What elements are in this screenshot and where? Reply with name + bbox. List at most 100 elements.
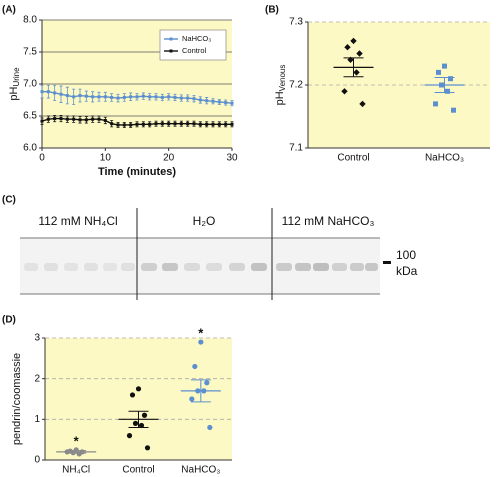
point [103,118,107,122]
y-tick-label: 2 [34,373,40,384]
panel-label: (A) [2,5,16,16]
point [154,122,158,126]
point [129,95,133,99]
point [205,122,209,126]
point [198,339,204,345]
y-label-main: pendrin/coomassie [11,353,23,445]
point [359,100,366,108]
y-tick-label: 7.3 [289,17,303,28]
point [344,44,351,51]
y-label-main: pH [8,86,20,100]
panel-label: (B) [265,5,279,16]
point [116,96,120,100]
point [91,117,95,121]
blot-panel: (C) 112 mM NH₄Cl H₂O 112 mM [2,195,418,300]
band [24,263,38,271]
point [230,122,234,126]
y-tick-label: 6.0 [23,143,37,154]
point [356,50,363,57]
band [365,263,378,271]
point [110,122,114,126]
point [198,98,202,102]
point [179,96,183,100]
point [347,56,354,63]
point [84,94,88,98]
y-tick-label: 8.0 [23,15,37,26]
point [217,100,221,104]
point [350,37,357,45]
point [141,122,145,126]
band [141,263,157,271]
x-tick-label: NaHCO₃ [181,465,220,476]
panel-label: (C) [2,195,16,206]
point [53,91,57,95]
point [192,122,196,126]
y-label-sub: Urine [12,67,21,87]
point [189,396,195,402]
x-tick-label: 30 [226,153,238,164]
point [167,122,171,126]
point [141,94,145,98]
band [84,263,98,271]
point [211,122,215,126]
panel-label: (D) [2,315,16,326]
point [65,117,69,121]
point [192,363,198,370]
point [224,101,228,105]
point [135,95,139,99]
point [135,386,142,392]
x-tick-label: 20 [163,153,175,164]
y-label-main: pH [274,91,286,105]
point [72,95,76,99]
point [72,117,76,121]
y-axis-label: pHVenous [274,65,287,106]
point [204,380,210,386]
point [448,76,453,82]
y-tick-label: 6.5 [23,111,37,122]
point [186,96,190,100]
point [129,123,133,127]
sem-bar [434,76,455,94]
point [97,117,101,121]
y-tick-label: 7.2 [289,80,303,91]
lane-label: H₂O [193,214,216,228]
point [126,433,133,439]
band [313,263,329,271]
point [442,63,447,69]
band [64,263,78,271]
point [78,118,82,122]
point [179,122,183,126]
point [46,90,50,94]
band [350,263,364,271]
point [91,95,95,99]
point [78,94,82,98]
lane-label: 112 mM NaHCO₃ [282,214,375,228]
band [332,263,347,271]
y-tick-label: 7.1 [289,143,303,154]
chart: (B) 7.1 7.2 7.3 pHVenous Control NaHCO₃ [265,5,490,164]
point [192,97,196,101]
point [160,95,164,99]
legend-box [159,29,227,61]
band [295,263,311,271]
y-tick-label: 7.0 [23,79,37,90]
lane-label: 112 mM NH₄Cl [38,214,117,228]
point [341,88,348,95]
y-axis-label: pHUrine [8,67,21,101]
annotation: * [198,326,204,341]
y-tick-label: 0 [34,455,40,466]
point [53,117,57,121]
chart: (A) 6.0 6.5 7.0 7.5 8.0 pHUrine 0 10 20 30 Time (mi… [2,5,238,178]
band [276,263,292,271]
point [445,88,450,94]
annotation: * [74,433,80,448]
band [184,263,200,271]
point [144,445,151,451]
point [207,424,213,431]
y-tick-label: 3 [34,333,40,344]
band [206,263,222,271]
bands [24,263,378,271]
point [211,99,215,103]
chart: (D) 0 1 2 3 pendrin/coomassie NH₄Cl * Control NaH… [2,315,232,476]
point [59,117,63,121]
